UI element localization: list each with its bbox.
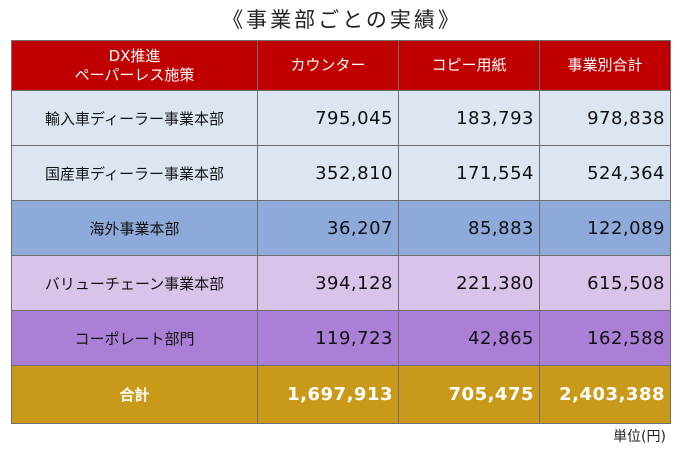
table-row: 輸入車ディーラー事業本部 795,045 183,793 978,838 xyxy=(11,90,671,146)
total-copy-paper: 705,475 xyxy=(398,365,540,424)
row-counter: 795,045 xyxy=(257,90,399,146)
row-counter: 119,723 xyxy=(257,310,399,366)
header-policy-line1: DX推進 xyxy=(108,46,161,65)
row-subtotal: 524,364 xyxy=(539,145,671,201)
row-copy-paper: 85,883 xyxy=(398,200,540,256)
row-dept: 国産車ディーラー事業本部 xyxy=(11,145,258,201)
row-subtotal: 162,588 xyxy=(539,310,671,366)
row-counter: 36,207 xyxy=(257,200,399,256)
total-subtotal: 2,403,388 xyxy=(539,365,671,424)
row-subtotal: 122,089 xyxy=(539,200,671,256)
row-dept: バリューチェーン事業本部 xyxy=(11,255,258,311)
row-subtotal: 978,838 xyxy=(539,90,671,146)
table-row: 国産車ディーラー事業本部 352,810 171,554 524,364 xyxy=(11,145,671,201)
row-subtotal: 615,508 xyxy=(539,255,671,311)
header-copy-paper: コピー用紙 xyxy=(398,40,540,91)
table-row: コーポレート部門 119,723 42,865 162,588 xyxy=(11,310,671,366)
row-copy-paper: 171,554 xyxy=(398,145,540,201)
total-row: 合計 1,697,913 705,475 2,403,388 xyxy=(11,365,671,424)
table-row: 海外事業本部 36,207 85,883 122,089 xyxy=(11,200,671,256)
total-label: 合計 xyxy=(11,365,258,424)
row-copy-paper: 183,793 xyxy=(398,90,540,146)
table-row: バリューチェーン事業本部 394,128 221,380 615,508 xyxy=(11,255,671,311)
unit-label: 単位(円) xyxy=(613,429,666,445)
header-policy-line2: ペーパーレス施策 xyxy=(74,65,195,84)
row-counter: 352,810 xyxy=(257,145,399,201)
page-title: 《事業部ごとの実績》 xyxy=(222,8,462,32)
total-counter: 1,697,913 xyxy=(257,365,399,424)
results-table: DX推進 ペーパーレス施策 カウンター コピー用紙 事業別合計 輸入車ディーラー… xyxy=(11,40,671,424)
row-copy-paper: 42,865 xyxy=(398,310,540,366)
header-counter: カウンター xyxy=(257,40,399,91)
header-policy: DX推進 ペーパーレス施策 xyxy=(11,40,258,91)
row-dept: 海外事業本部 xyxy=(11,200,258,256)
row-copy-paper: 221,380 xyxy=(398,255,540,311)
row-dept: 輸入車ディーラー事業本部 xyxy=(11,90,258,146)
table-header-row: DX推進 ペーパーレス施策 カウンター コピー用紙 事業別合計 xyxy=(11,40,671,91)
row-dept: コーポレート部門 xyxy=(11,310,258,366)
row-counter: 394,128 xyxy=(257,255,399,311)
header-subtotal: 事業別合計 xyxy=(539,40,671,91)
